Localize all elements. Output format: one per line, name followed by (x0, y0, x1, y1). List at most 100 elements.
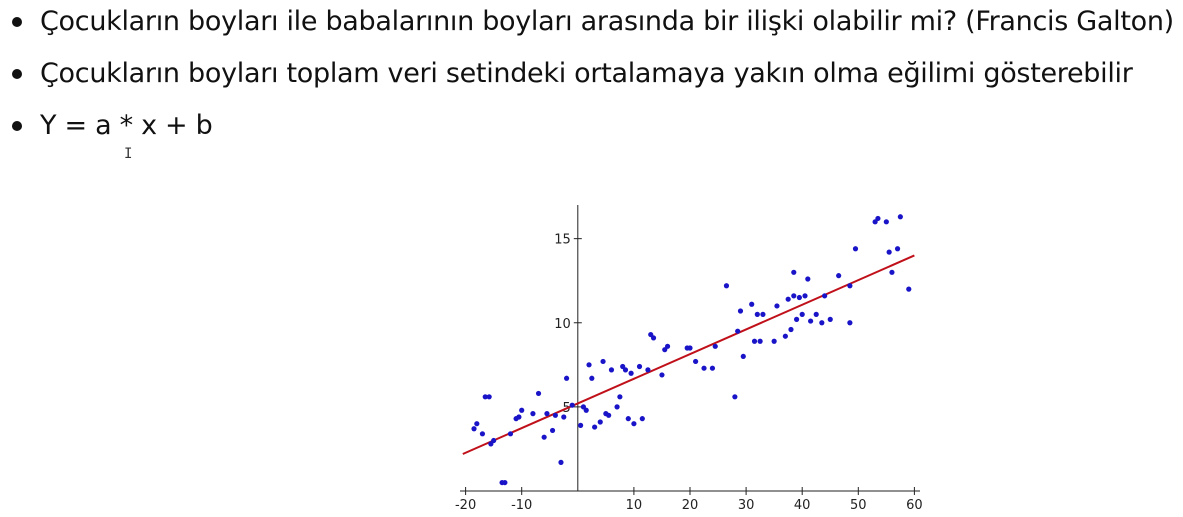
data-point (479, 431, 486, 437)
data-point (813, 311, 819, 317)
y-tick-label: 15 (554, 233, 571, 248)
data-point (645, 367, 651, 373)
data-point (687, 345, 693, 351)
data-point (563, 375, 570, 381)
data-point (883, 219, 889, 225)
data-point (482, 394, 488, 400)
data-point (549, 427, 556, 434)
data-point (606, 412, 612, 418)
data-point (600, 358, 606, 365)
data-point (737, 308, 744, 314)
y-tick-label: 10 (554, 317, 571, 332)
data-point (561, 414, 567, 420)
data-point (740, 353, 746, 360)
bullet-text-formula: Y = a * x + b (40, 110, 213, 141)
x-tick-label: 20 (682, 498, 699, 513)
data-point (774, 303, 780, 309)
regression-line (462, 254, 915, 455)
data-point (589, 375, 595, 381)
data-point (474, 421, 480, 427)
data-point (735, 328, 741, 334)
data-point (760, 311, 766, 317)
data-point (491, 437, 497, 444)
data-point (558, 459, 564, 465)
x-tick-label: 60 (906, 498, 923, 513)
data-point (502, 479, 508, 486)
data-point (751, 338, 758, 344)
data-point (799, 311, 805, 317)
data-point (625, 416, 631, 422)
text-cursor-icon: I (124, 146, 133, 162)
data-point (586, 362, 592, 368)
data-point (796, 294, 802, 301)
data-point (822, 293, 828, 299)
data-point (819, 320, 825, 326)
bullet-point-icon (12, 69, 22, 79)
data-point (701, 365, 707, 371)
bullet-text: Çocukların boyları toplam veri setindeki… (40, 58, 1133, 89)
data-point (709, 365, 716, 371)
data-point (886, 249, 892, 255)
data-point (636, 363, 643, 370)
data-point (507, 431, 514, 437)
data-point (785, 296, 791, 302)
data-point (749, 301, 755, 307)
data-point (793, 316, 800, 322)
x-tick-label: 50 (850, 498, 867, 513)
data-point (897, 214, 903, 220)
data-point (889, 269, 895, 275)
data-point (732, 394, 738, 400)
bullet-point-icon (12, 121, 22, 131)
x-tick-label: 40 (794, 498, 811, 513)
data-point (847, 320, 853, 326)
data-point (541, 434, 547, 440)
x-tick-label: 10 (626, 498, 643, 513)
data-point (836, 273, 842, 279)
data-point (583, 407, 589, 413)
data-point (650, 335, 657, 341)
scatter-chart: -20-1010203040506051015 (455, 205, 923, 513)
data-point (631, 421, 637, 427)
bullet-text: Çocukların boyları ile babalarının boyla… (40, 6, 1174, 37)
data-point (827, 316, 833, 322)
data-point (544, 411, 550, 417)
data-point (614, 404, 620, 410)
data-point (535, 390, 542, 397)
data-point (578, 422, 584, 428)
x-tick-label: 30 (738, 498, 755, 513)
data-point (802, 293, 808, 299)
data-point (791, 293, 797, 299)
data-point (597, 419, 603, 425)
data-point (723, 283, 730, 289)
data-point (847, 283, 853, 289)
data-point (592, 424, 598, 430)
data-point (808, 318, 814, 324)
data-point (788, 326, 794, 333)
data-point (712, 343, 718, 349)
data-point (519, 407, 525, 413)
data-point (516, 414, 522, 420)
data-point (471, 426, 477, 432)
data-point (617, 394, 623, 400)
data-point (486, 394, 492, 400)
data-point (852, 246, 859, 252)
data-point (664, 343, 671, 349)
data-point (791, 269, 797, 275)
data-point (754, 311, 760, 317)
data-point (628, 370, 634, 376)
data-point (639, 416, 645, 422)
data-point (530, 411, 536, 417)
data-point (906, 286, 912, 292)
data-point (622, 367, 629, 373)
data-point (659, 372, 665, 378)
data-point (693, 358, 699, 365)
x-tick-label: -20 (455, 498, 476, 513)
data-point (894, 246, 901, 252)
data-point (608, 367, 615, 373)
data-point (875, 215, 881, 222)
bullet-point-icon (12, 17, 22, 27)
data-point (757, 338, 763, 344)
data-point (771, 338, 777, 344)
x-tick-label: -10 (511, 498, 532, 513)
data-point (805, 276, 811, 282)
